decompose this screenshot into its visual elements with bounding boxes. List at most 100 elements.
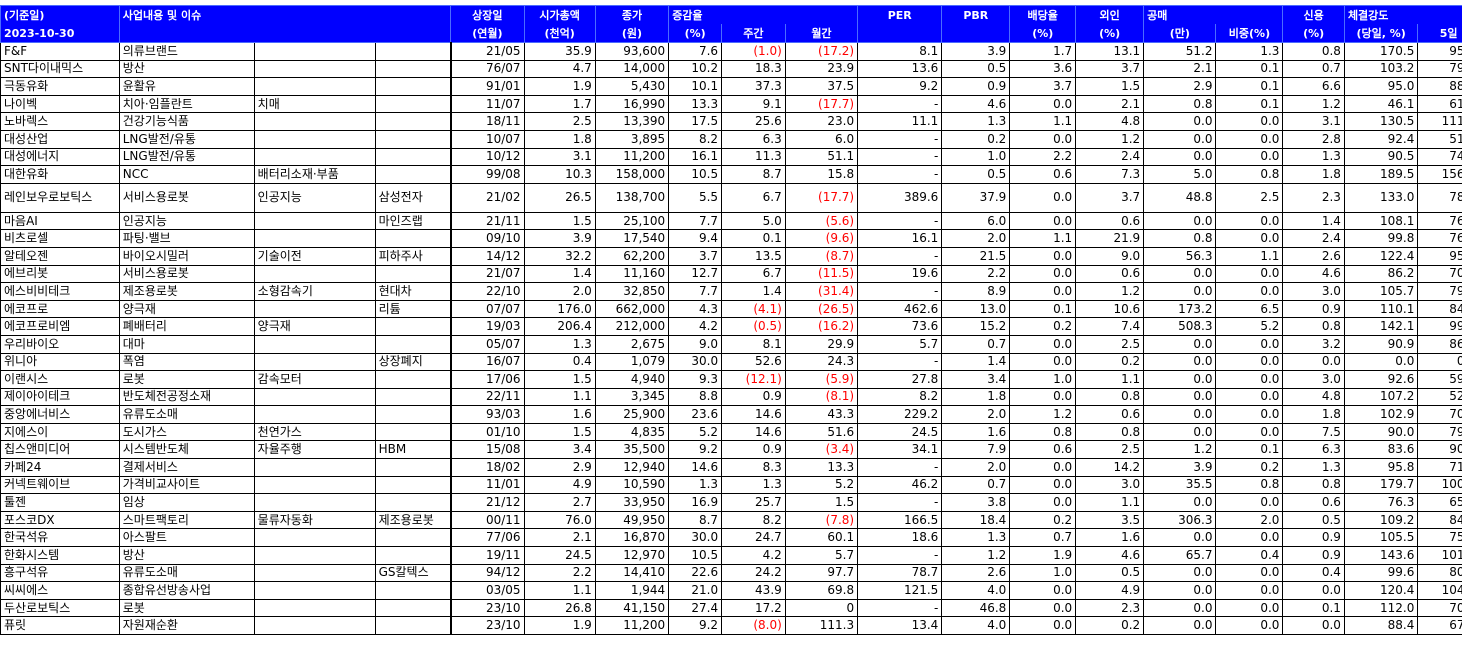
business-issue — [374, 476, 452, 495]
short-sale-ratio: 0.0 — [1215, 564, 1284, 583]
pbr-value: 1.3 — [941, 112, 1011, 131]
strength-5day: 76.2 — [1417, 229, 1462, 248]
monthly-change: 23.9 — [784, 60, 859, 79]
strength-today: 92.4 — [1343, 130, 1419, 149]
strength-5day: 70.0 — [1417, 265, 1462, 284]
listing-date: 18/02 — [449, 458, 525, 477]
hdr-business: 사업내용 및 이슈 — [118, 5, 452, 24]
pbr-value: 8.9 — [941, 282, 1011, 301]
listing-date: 23/10 — [449, 599, 525, 618]
credit-ratio: 1.8 — [1282, 405, 1345, 424]
close-price: 41,150 — [594, 599, 670, 618]
strength-today: 0.0 — [1343, 353, 1419, 372]
close-price: 14,410 — [594, 564, 670, 583]
business-secondary — [253, 616, 376, 635]
short-sale-ratio: 0.1 — [1215, 77, 1284, 96]
dividend-yield: 0.0 — [1009, 130, 1077, 149]
business-secondary — [253, 493, 376, 512]
close-price: 16,870 — [594, 528, 670, 548]
short-sale-volume: 0.0 — [1143, 265, 1217, 284]
close-price: 11,200 — [594, 616, 670, 635]
business-issue — [374, 317, 452, 336]
per-value: - — [857, 212, 943, 231]
weekly-change: 18.3 — [721, 60, 786, 79]
close-price: 33,950 — [594, 493, 670, 512]
strength-5day: 84.7 — [1417, 511, 1462, 530]
dividend-yield: 1.1 — [1009, 112, 1077, 131]
short-sale-ratio: 2.5 — [1215, 183, 1284, 213]
table-row: 퓨릿 자원재순환 23/10 1.9 11,200 9.2 (8.0) 111.3 13.4 4.… — [0, 616, 1462, 635]
foreign-ratio: 0.8 — [1075, 388, 1145, 407]
pbr-value: 37.9 — [941, 183, 1011, 213]
per-value: 8.2 — [857, 388, 943, 407]
dividend-yield: 0.0 — [1009, 247, 1077, 266]
table-row: 우리바이오 대마 05/07 1.3 2,675 9.0 8.1 29.9 5.7 0.7 0.0 2… — [0, 335, 1462, 354]
close-price: 10,590 — [594, 476, 670, 495]
foreign-ratio: 4.9 — [1075, 581, 1145, 600]
strength-5day: 67.5 — [1417, 616, 1462, 635]
business-issue: GS칼텍스 — [374, 564, 452, 583]
monthly-change: 51.6 — [784, 423, 859, 442]
business-secondary: 배터리소재·부품 — [253, 165, 376, 184]
business-secondary — [253, 77, 376, 96]
business-secondary: 소형감속기 — [253, 282, 376, 301]
daily-change: 7.6 — [668, 42, 723, 61]
per-value: 9.2 — [857, 77, 943, 96]
short-sale-ratio: 6.5 — [1215, 300, 1284, 319]
market-cap: 26.8 — [523, 599, 596, 618]
stock-name: 극동유화 — [0, 77, 120, 96]
pbr-value: 7.9 — [941, 440, 1011, 460]
credit-ratio: 0.9 — [1282, 528, 1345, 548]
foreign-ratio: 4.6 — [1075, 546, 1145, 565]
business-issue — [374, 493, 452, 512]
stock-name: 칩스앤미디어 — [0, 440, 120, 460]
foreign-ratio: 1.5 — [1075, 77, 1145, 96]
stock-name: 우리바이오 — [0, 335, 120, 354]
stock-name: 씨씨에스 — [0, 581, 120, 600]
weekly-change: 13.5 — [721, 247, 786, 266]
business-secondary — [253, 353, 376, 372]
foreign-ratio: 2.4 — [1075, 148, 1145, 167]
strength-today: 76.3 — [1343, 493, 1419, 512]
business-issue — [374, 77, 452, 96]
monthly-change: 43.3 — [784, 405, 859, 424]
short-sale-ratio: 0.8 — [1215, 165, 1284, 184]
listing-date: 21/11 — [449, 212, 525, 231]
foreign-ratio: 1.6 — [1075, 528, 1145, 548]
dividend-yield: 0.1 — [1009, 300, 1077, 319]
monthly-change: (8.1) — [784, 388, 859, 407]
per-value: 27.8 — [857, 370, 943, 389]
foreign-ratio: 0.2 — [1075, 353, 1145, 372]
business-primary: 가격비교사이트 — [118, 476, 255, 495]
per-value: 73.6 — [857, 317, 943, 336]
monthly-change: (17.7) — [784, 183, 859, 213]
strength-today: 95.0 — [1343, 77, 1419, 96]
daily-change: 16.9 — [668, 493, 723, 512]
short-sale-volume: 0.0 — [1143, 282, 1217, 301]
business-primary: 유류도소매 — [118, 564, 255, 583]
market-cap: 1.1 — [523, 581, 596, 600]
business-secondary: 양극재 — [253, 317, 376, 336]
weekly-change: 8.7 — [721, 165, 786, 184]
dividend-yield: 0.6 — [1009, 440, 1077, 460]
short-sale-ratio: 0.0 — [1215, 370, 1284, 389]
strength-5day: 95.9 — [1417, 42, 1462, 61]
daily-change: 8.7 — [668, 511, 723, 530]
per-value: 121.5 — [857, 581, 943, 600]
listing-date: 94/12 — [449, 564, 525, 583]
foreign-ratio: 0.8 — [1075, 423, 1145, 442]
hdr-pbr-sub — [941, 24, 1011, 43]
per-value: 18.6 — [857, 528, 943, 548]
table-row: 대성산업 LNG발전/유통 10/07 1.8 3,895 8.2 6.3 6.0-0.2 0.… — [0, 130, 1462, 149]
listing-date: 93/03 — [449, 405, 525, 424]
hdr-strength: 체결강도 — [1343, 5, 1462, 24]
short-sale-volume: 0.0 — [1143, 599, 1217, 618]
close-price: 25,900 — [594, 405, 670, 424]
short-sale-volume: 56.3 — [1143, 247, 1217, 266]
short-sale-ratio: 0.4 — [1215, 546, 1284, 565]
strength-today: 143.6 — [1343, 546, 1419, 565]
daily-change: 9.2 — [668, 616, 723, 635]
stock-name: 에스비비테크 — [0, 282, 120, 301]
per-value: 11.1 — [857, 112, 943, 131]
credit-ratio: 3.0 — [1282, 370, 1345, 389]
